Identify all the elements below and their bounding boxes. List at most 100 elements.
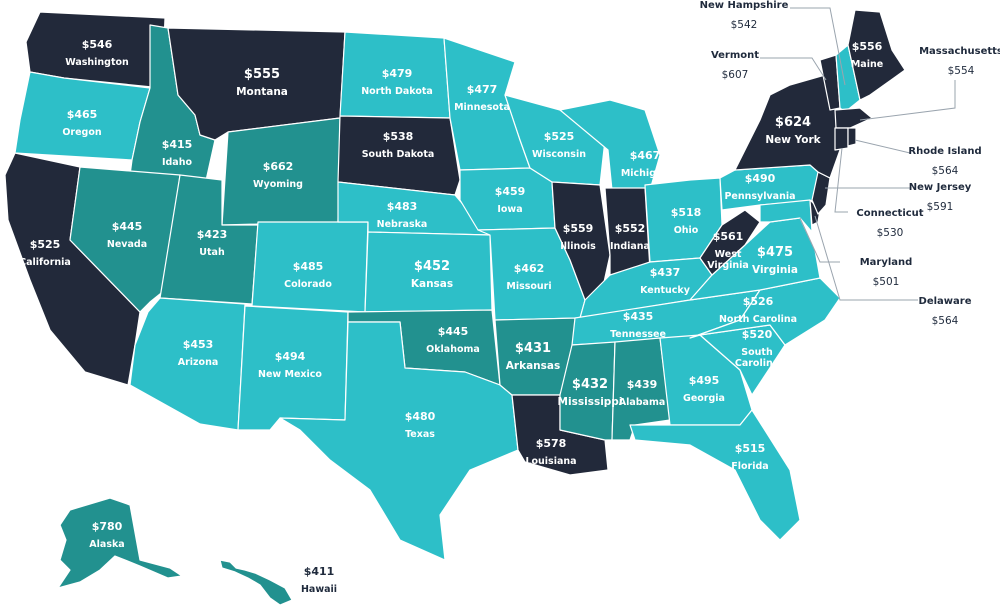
state-label-oklahoma: $445 Oklahoma	[426, 325, 480, 355]
state-value-nebraska: $483	[387, 200, 418, 213]
state-label-indiana: $552 Indiana	[610, 222, 650, 252]
state-value-colorado: $485	[293, 260, 324, 273]
state-name-arkansas: Arkansas	[506, 360, 560, 372]
state-label-wyoming: $662 Wyoming	[253, 160, 303, 190]
state-name-montana: Montana	[236, 86, 288, 98]
state-name-mississippi: Mississippi	[558, 396, 623, 408]
state-value-utah: $423	[197, 228, 228, 241]
state-label-louisiana: $578 Louisiana	[525, 437, 576, 467]
state-label-mississippi: $432 Mississippi	[558, 377, 623, 408]
state-value-kansas: $452	[414, 259, 450, 274]
state-label-hawaii: $411 Hawaii	[301, 565, 337, 595]
state-label-nebraska: $483 Nebraska	[377, 200, 428, 230]
state-value-west-virginia: $561	[713, 230, 744, 243]
state-shape-iowa[interactable]	[459, 167, 556, 231]
state-name-indiana: Indiana	[610, 241, 650, 252]
state-label-arkansas: $431 Arkansas	[506, 341, 560, 372]
state-name-nevada: Nevada	[107, 239, 147, 250]
state-value-mississippi: $432	[572, 377, 608, 392]
leader-connecticut	[834, 147, 848, 213]
state-shape-new-mexico[interactable]	[237, 305, 349, 431]
state-label-colorado: $485 Colorado	[284, 260, 332, 290]
state-shape-florida[interactable]	[629, 409, 801, 541]
leader-rhode-island	[854, 139, 911, 154]
state-name-new-york: New York	[765, 134, 821, 146]
state-value-south-dakota: $538	[383, 130, 414, 143]
state-name-illinois: Illinois	[560, 241, 596, 252]
state-value-wyoming: $662	[263, 160, 294, 173]
state-name-wisconsin: Wisconsin	[532, 149, 586, 160]
state-label-missouri: $462 Missouri	[506, 262, 551, 292]
state-value-north-carolina: $526	[743, 295, 774, 308]
state-value-arkansas: $431	[515, 341, 551, 356]
state-name-florida: Florida	[731, 461, 768, 472]
state-value-north-dakota: $479	[382, 67, 413, 80]
leader-delaware	[814, 215, 918, 301]
state-value-michigan: $467	[630, 149, 661, 162]
state-name-south-carolina: Carolina	[735, 358, 779, 369]
state-label-california: $525 California	[19, 238, 71, 268]
callout-new-jersey: New Jersey $591	[909, 182, 972, 213]
state-shape-michigan[interactable]	[559, 99, 661, 191]
state-label-maine: $556 Maine	[851, 40, 883, 70]
state-value-indiana: $552	[615, 222, 646, 235]
state-value-wisconsin: $525	[544, 130, 575, 143]
callout-connecticut: Connecticut $530	[856, 208, 923, 239]
callout-name-maryland: Maryland	[860, 257, 913, 268]
state-name-missouri: Missouri	[506, 281, 551, 292]
state-name-pennsylvania: Pennsylvania	[724, 191, 795, 202]
state-value-south-carolina: $520	[742, 328, 773, 341]
callout-name-massachusetts: Massachusetts	[919, 46, 1000, 57]
state-name-oklahoma: Oklahoma	[426, 344, 480, 355]
leader-maryland	[799, 217, 840, 263]
state-name-minnesota: Minnesota	[454, 102, 510, 113]
state-shape-south-dakota[interactable]	[337, 115, 461, 196]
callout-value-connecticut: $530	[877, 227, 904, 239]
state-label-idaho: $415 Idaho	[162, 138, 193, 168]
callout-name-new-hampshire: New Hampshire	[700, 0, 789, 11]
state-value-hawaii: $411	[304, 565, 335, 578]
state-shape-north-carolina[interactable]	[689, 277, 841, 346]
state-value-pennsylvania: $490	[745, 172, 776, 185]
state-name-alaska: Alaska	[89, 539, 124, 550]
state-value-alaska: $780	[92, 520, 123, 533]
state-shape-hawaii[interactable]	[219, 559, 293, 606]
callout-massachusetts: Massachusetts $554	[919, 46, 1000, 77]
state-name-south-carolina: South	[741, 347, 773, 358]
state-value-idaho: $415	[162, 138, 193, 151]
state-shape-texas[interactable]	[279, 321, 519, 561]
state-name-louisiana: Louisiana	[525, 456, 576, 467]
state-value-alabama: $439	[627, 378, 658, 391]
callout-rhode-island: Rhode Island $564	[908, 146, 981, 177]
state-name-washington: Washington	[65, 57, 129, 68]
state-shape-connecticut[interactable]	[834, 127, 849, 151]
state-shape-rhode-island[interactable]	[847, 127, 857, 147]
state-name-alabama: Alabama	[619, 397, 666, 408]
state-value-new-mexico: $494	[275, 350, 306, 363]
state-shape-maine[interactable]	[847, 9, 906, 101]
callout-value-maryland: $501	[873, 276, 900, 288]
callout-value-new-hampshire: $542	[731, 19, 758, 31]
state-name-north-carolina: North Carolina	[719, 314, 797, 325]
state-label-wisconsin: $525 Wisconsin	[532, 130, 586, 160]
state-name-tennessee: Tennessee	[610, 329, 666, 340]
state-label-texas: $480 Texas	[405, 410, 436, 440]
state-shape-massachusetts[interactable]	[834, 107, 873, 129]
state-name-ohio: Ohio	[674, 225, 699, 236]
state-name-north-dakota: North Dakota	[361, 86, 433, 97]
state-label-alaska: $780 Alaska	[89, 520, 124, 550]
state-label-michigan: $467 Michigan	[621, 149, 670, 179]
state-shape-new-hampshire[interactable]	[835, 44, 861, 113]
state-shape-alaska[interactable]	[57, 497, 183, 589]
state-label-kansas: $452 Kansas	[411, 259, 453, 290]
state-label-nevada: $445 Nevada	[107, 220, 147, 250]
callout-delaware: Delaware $564	[919, 296, 972, 327]
state-name-colorado: Colorado	[284, 279, 332, 290]
state-value-washington: $546	[82, 38, 113, 51]
state-name-idaho: Idaho	[162, 157, 193, 168]
state-name-arizona: Arizona	[178, 357, 219, 368]
state-label-iowa: $459 Iowa	[495, 185, 526, 215]
state-label-utah: $423 Utah	[197, 228, 228, 258]
state-name-georgia: Georgia	[683, 393, 725, 404]
